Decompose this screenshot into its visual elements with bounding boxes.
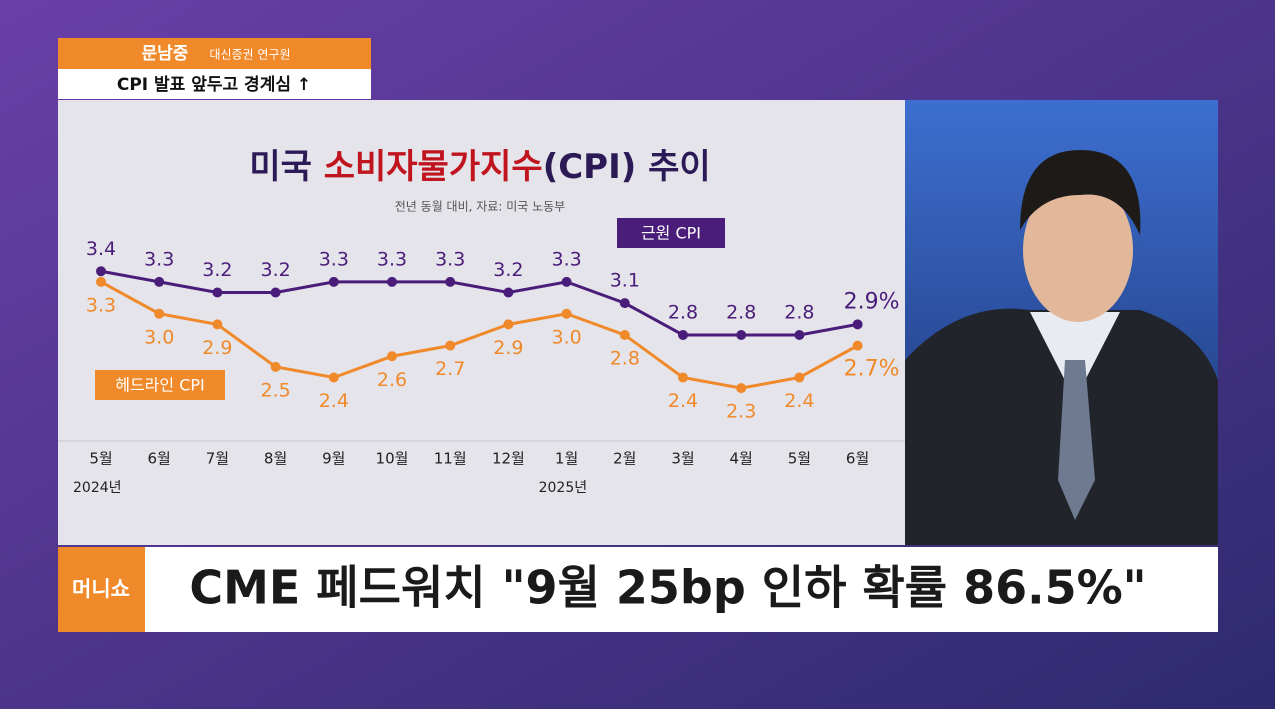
point [445,340,456,351]
value-label: 2.7% [844,357,900,382]
value-label: 2.7 [435,358,465,380]
value-label: 2.9 [493,337,523,359]
value-label: 3.3 [435,248,465,270]
value-label: 3.1 [610,270,640,292]
value-label: 2.8 [784,302,814,324]
x-tick-label: 1월 [555,450,578,468]
logo-box [58,547,145,632]
point [852,340,863,351]
point [678,372,688,383]
presenter [905,150,1218,545]
point [736,330,747,340]
value-label: 3.3 [86,294,116,316]
legend-box [617,218,725,248]
x-tick-label: 5월 [788,450,811,468]
x-tick-label: 4월 [730,450,753,468]
value-label: 2.9 [202,337,232,359]
x-tick-label: 2월 [613,450,636,468]
value-label: 3.2 [202,259,232,281]
point [503,287,514,298]
value-label: 3.3 [319,248,349,270]
point [212,319,223,330]
point [561,276,572,287]
x-tick-label: 6월 [148,450,171,468]
value-label: 2.4 [319,390,349,412]
point [736,383,747,394]
headline-bar [145,547,1218,632]
value-label: 3.4 [86,238,116,260]
title-part: 소비자물가지수 [324,147,543,187]
value-label: 2.4 [668,390,698,412]
point [619,298,630,309]
x-tick-label: 12월 [492,450,525,468]
x-tick-label: 5월 [89,450,112,468]
speaker-name: 문남중 [142,44,189,64]
logo: 머니쇼 [72,577,130,601]
series-line [100,269,858,337]
point [154,276,165,287]
value-label: 3.3 [377,248,407,270]
series-line [100,280,859,390]
chart-subtitle: 전년 동월 대비, 자료: 미국 노동부 [395,200,565,214]
point [619,330,630,340]
point [852,319,863,330]
legend-box [95,370,225,400]
value-label: 3.0 [551,326,581,348]
point [678,330,688,340]
value-label: 3.0 [144,326,174,348]
x-tick-label: 3월 [671,450,694,468]
point [561,308,572,319]
point [387,276,397,287]
chart-title: 미국 소비자물가지수(CPI) 추이 [249,147,710,187]
value-label: 3.3 [551,248,581,270]
speaker-bar [58,38,371,69]
value-label: 2.9% [844,289,900,314]
value-label: 2.8 [668,302,698,324]
value-label: 2.8 [610,348,640,370]
title-part: (CPI) 추이 [543,147,711,187]
legend-label: 근원 CPI [641,224,701,243]
year-label: 2024년 [73,480,122,496]
headline: CME 페드워치 "9월 25bp 인하 확률 86.5%" [189,561,1146,615]
x-tick-label: 7월 [206,450,229,468]
x-tick-label: 9월 [322,450,345,468]
point [503,319,514,330]
x-tick-label: 10월 [376,450,409,468]
title-part: 미국 [249,147,323,187]
point [445,276,456,287]
value-label: 3.2 [493,259,523,281]
value-label: 2.4 [784,390,814,412]
point [154,308,165,319]
value-label: 3.3 [144,248,174,270]
point [96,266,106,277]
speaker-affiliation: 대신증권 연구원 [209,48,290,62]
point [212,287,223,298]
year-label: 2025년 [539,480,588,496]
point [794,330,805,340]
value-label: 2.6 [377,369,407,391]
value-label: 2.3 [726,401,756,423]
point [794,372,805,383]
point [96,276,106,287]
x-tick-label: 11월 [434,450,467,468]
point [328,372,339,383]
legend-label: 헤드라인 CPI [115,376,205,395]
value-label: 2.5 [260,379,290,401]
plot: 5월 2024년 6월 7월 8월 9월 10월 11월 12월 1월 2025년 2월 3월 4월 5월 6… [73,218,900,496]
point [328,276,339,287]
value-label: 3.2 [260,259,290,281]
topic-bar [58,69,371,99]
point [270,361,281,372]
topic: CPI 발표 앞두고 경계심 ↑ [117,75,311,95]
x-tick-label: 8월 [264,450,287,468]
point [387,351,397,362]
x-tick-label: 6월 [846,450,869,468]
value-label: 2.8 [726,302,756,324]
point [270,287,281,298]
